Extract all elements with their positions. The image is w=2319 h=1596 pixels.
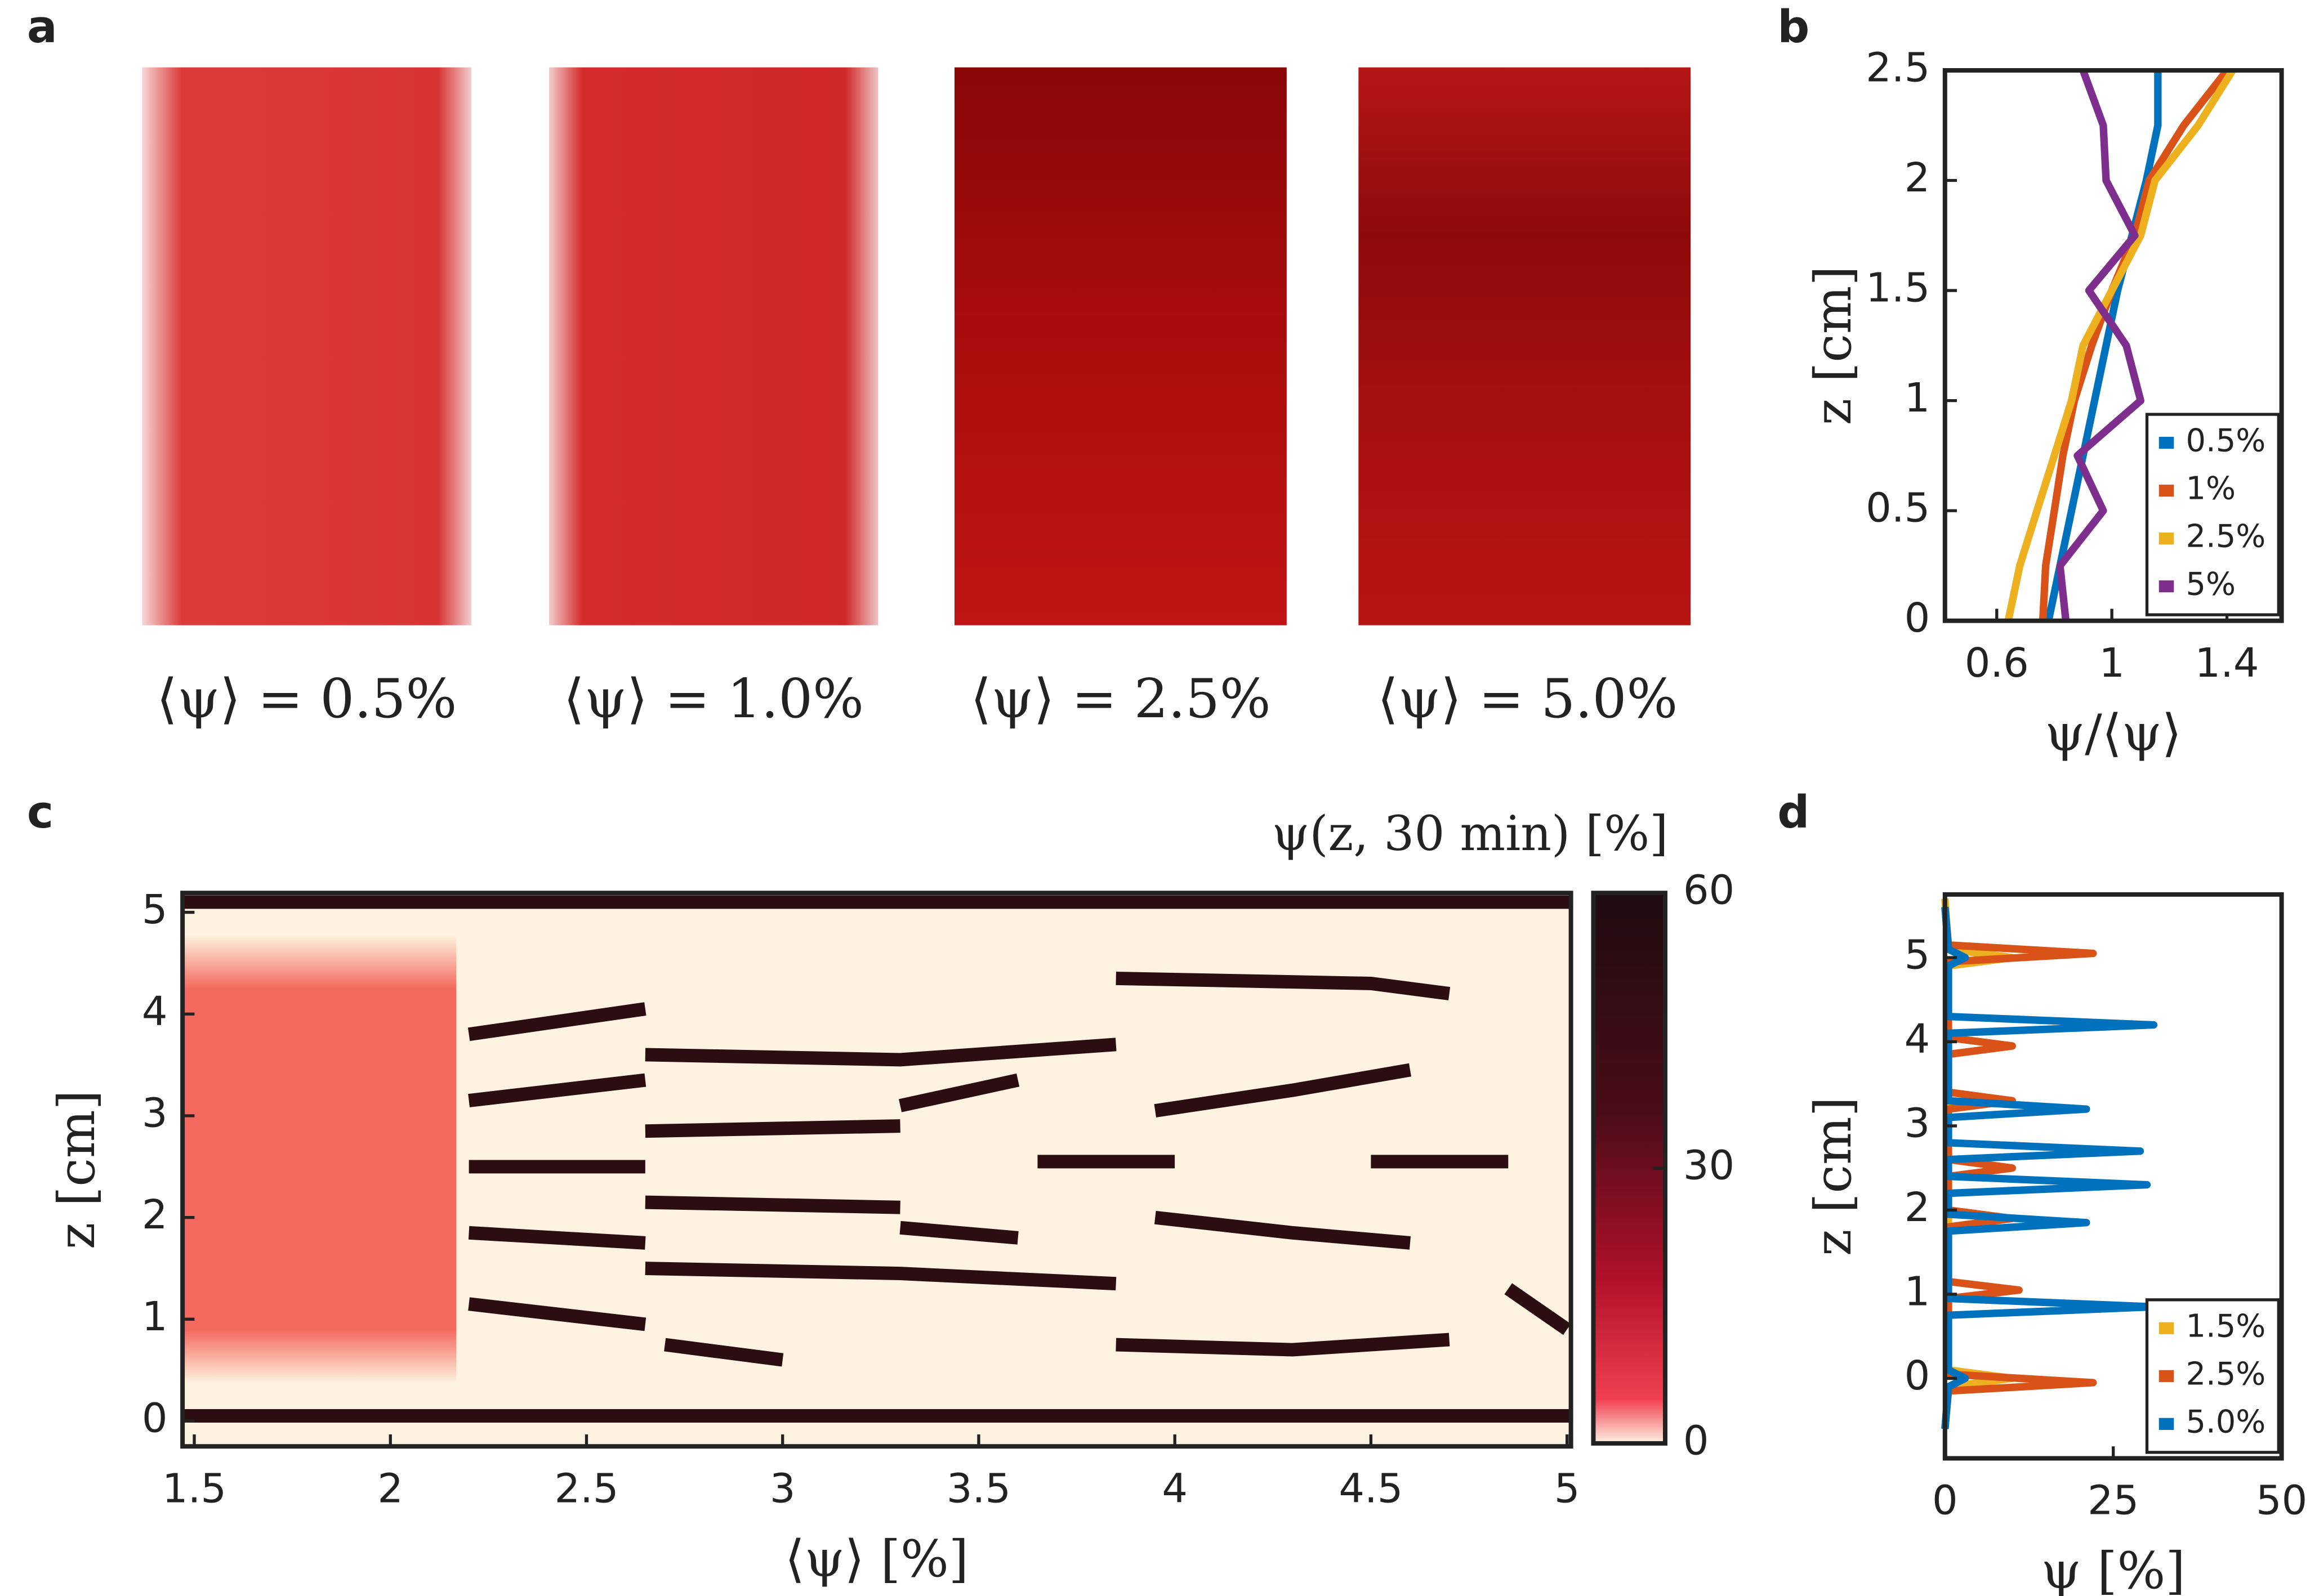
x-tick-label: 4 <box>1162 1464 1188 1512</box>
band-track <box>899 1073 1020 1112</box>
y-tick-label: 2 <box>142 1191 168 1238</box>
y-tick-label: 0.5 <box>1866 484 1930 531</box>
x-axis-label: ψ/⟨ψ⟩ <box>2045 704 2182 763</box>
y-tick-label: 4 <box>1905 1015 1930 1062</box>
legend-label: 5% <box>2186 566 2236 603</box>
y-tick-label: 1.5 <box>1866 264 1930 311</box>
band-track <box>468 1226 646 1250</box>
x-tick-label: 4.5 <box>1339 1464 1403 1512</box>
data-line <box>2039 68 2230 622</box>
x-tick-label: 2 <box>377 1464 403 1512</box>
x-tick-label: 50 <box>2256 1477 2307 1524</box>
band-track <box>1116 971 1451 1000</box>
y-tick-label: 1 <box>142 1293 168 1340</box>
x-tick-label: 1 <box>2099 639 2125 686</box>
x-axis-label: ⟨ψ⟩ [%] <box>785 1530 969 1589</box>
band-track <box>664 1338 784 1367</box>
x-tick-label: 0 <box>1932 1477 1958 1524</box>
x-tick-label: 25 <box>2088 1477 2139 1524</box>
legend-label: 1.5% <box>2186 1308 2266 1344</box>
legend-swatch <box>2159 1322 2174 1334</box>
band-track <box>468 1073 646 1107</box>
legend-label: 2.5% <box>2186 518 2266 555</box>
y-axis-label: z [cm] <box>1804 266 1863 425</box>
y-tick-label: 4 <box>142 987 168 1035</box>
y-tick-label: 2.5 <box>1866 43 1930 91</box>
y-tick-label: 1 <box>1905 1267 1930 1315</box>
panel-letter: c <box>27 786 53 838</box>
band-track <box>645 1119 900 1138</box>
legend-swatch <box>2159 484 2174 497</box>
panel-letter: d <box>1777 786 1809 838</box>
band-track <box>1154 1210 1411 1250</box>
y-tick-label: 3 <box>142 1089 168 1136</box>
x-tick-label: 3 <box>770 1464 796 1512</box>
y-tick-label: 3 <box>1905 1099 1930 1146</box>
y-tick-label: 0 <box>1905 1352 1930 1399</box>
photos <box>142 67 1691 625</box>
y-tick-label: 5 <box>142 886 168 933</box>
legend-swatch <box>2159 1370 2174 1382</box>
y-tick-label: 0 <box>142 1394 168 1442</box>
photo <box>1358 67 1691 625</box>
band-track <box>1116 1333 1450 1357</box>
data-line <box>1941 906 2158 1429</box>
data-line <box>2004 68 2236 622</box>
legend-swatch <box>2159 580 2174 593</box>
band-track <box>1504 1283 1571 1335</box>
x-tick-label: 5 <box>1554 1464 1580 1512</box>
photo <box>955 67 1287 625</box>
y-tick-label: 2 <box>1905 1183 1930 1231</box>
legend-swatch <box>2159 1418 2174 1430</box>
y-tick-label: 1 <box>1905 374 1930 421</box>
x-tick-label: 2.5 <box>554 1464 618 1512</box>
data-line <box>2056 69 2144 622</box>
heatmap-region <box>182 935 457 1384</box>
photo-label: ⟨ψ⟩ = 0.5% <box>157 667 457 730</box>
y-tick-label: 0 <box>1905 594 1930 641</box>
band-track <box>468 1297 646 1331</box>
panel-letter: b <box>1777 1 1809 53</box>
x-tick-label: 0.6 <box>1965 639 2029 686</box>
data-line <box>2045 70 2162 622</box>
y-tick-label: 5 <box>1905 931 1930 978</box>
band-track <box>645 1262 1117 1291</box>
legend-swatch <box>2159 532 2174 545</box>
y-tick-label: 2 <box>1905 154 1930 201</box>
band-track <box>467 1002 646 1041</box>
legend-label: 2.5% <box>2186 1356 2266 1392</box>
legend-label: 1% <box>2186 471 2236 507</box>
band-track <box>1154 1063 1412 1117</box>
band-track <box>645 1195 900 1214</box>
colorbar-tick-label: 30 <box>1683 1142 1734 1189</box>
colorbar-title: ψ(z, 30 min) [%] <box>1272 806 1669 862</box>
legend-label: 0.5% <box>2186 423 2266 459</box>
colorbar-tick-label: 60 <box>1683 866 1734 914</box>
photo-label: ⟨ψ⟩ = 5.0% <box>1377 667 1678 730</box>
data-line <box>1941 906 2097 1429</box>
panel-letter: a <box>27 1 57 53</box>
photo <box>549 67 878 625</box>
photo-label: ⟨ψ⟩ = 2.5% <box>970 667 1270 730</box>
band-track <box>645 1038 1117 1067</box>
legend-label: 5.0% <box>2186 1404 2266 1441</box>
photo-label: ⟨ψ⟩ = 1.0% <box>564 667 864 730</box>
x-axis-label: ψ [%] <box>2041 1541 2186 1596</box>
x-tick-label: 1.5 <box>162 1464 226 1512</box>
band-track <box>899 1221 1019 1245</box>
colorbar-tick-label: 0 <box>1683 1416 1709 1464</box>
x-tick-label: 3.5 <box>947 1464 1011 1512</box>
axes-frame <box>180 891 1573 1449</box>
x-tick-label: 1.4 <box>2195 639 2259 686</box>
y-axis-label: z [cm] <box>47 1090 106 1249</box>
legend-swatch <box>2159 436 2174 449</box>
photo <box>142 67 471 625</box>
y-axis-label: z [cm] <box>1804 1097 1863 1256</box>
